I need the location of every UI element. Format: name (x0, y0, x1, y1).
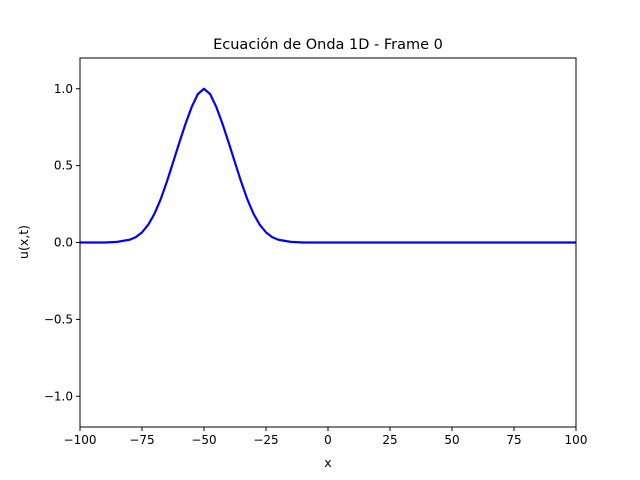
chart-title: Ecuación de Onda 1D - Frame 0 (213, 37, 443, 53)
plot-area (80, 87, 576, 244)
x-axis-label: x (324, 455, 331, 470)
x-tick-label: 50 (444, 433, 459, 447)
x-tick-label: −100 (64, 433, 97, 447)
y-axis-label: u(x,t) (16, 225, 31, 259)
series-line-0 (80, 87, 576, 244)
y-tick-label: 0.0 (54, 236, 73, 250)
y-tick-label: 0.5 (54, 159, 73, 173)
x-axis-ticks: −100 −75 −50 −25 0 25 50 75 100 (64, 427, 588, 447)
y-tick-label: −0.5 (44, 312, 73, 326)
y-tick-label: 1.0 (54, 82, 73, 96)
x-tick-label: −25 (253, 433, 278, 447)
y-tick-label: −1.0 (44, 389, 73, 403)
x-tick-label: 100 (565, 433, 588, 447)
x-tick-label: −50 (191, 433, 216, 447)
x-tick-label: 75 (506, 433, 521, 447)
x-tick-label: 0 (324, 433, 332, 447)
y-axis-ticks: −1.0 −0.5 0.0 0.5 1.0 (44, 82, 80, 403)
x-tick-label: −75 (129, 433, 154, 447)
x-tick-label: 25 (382, 433, 397, 447)
